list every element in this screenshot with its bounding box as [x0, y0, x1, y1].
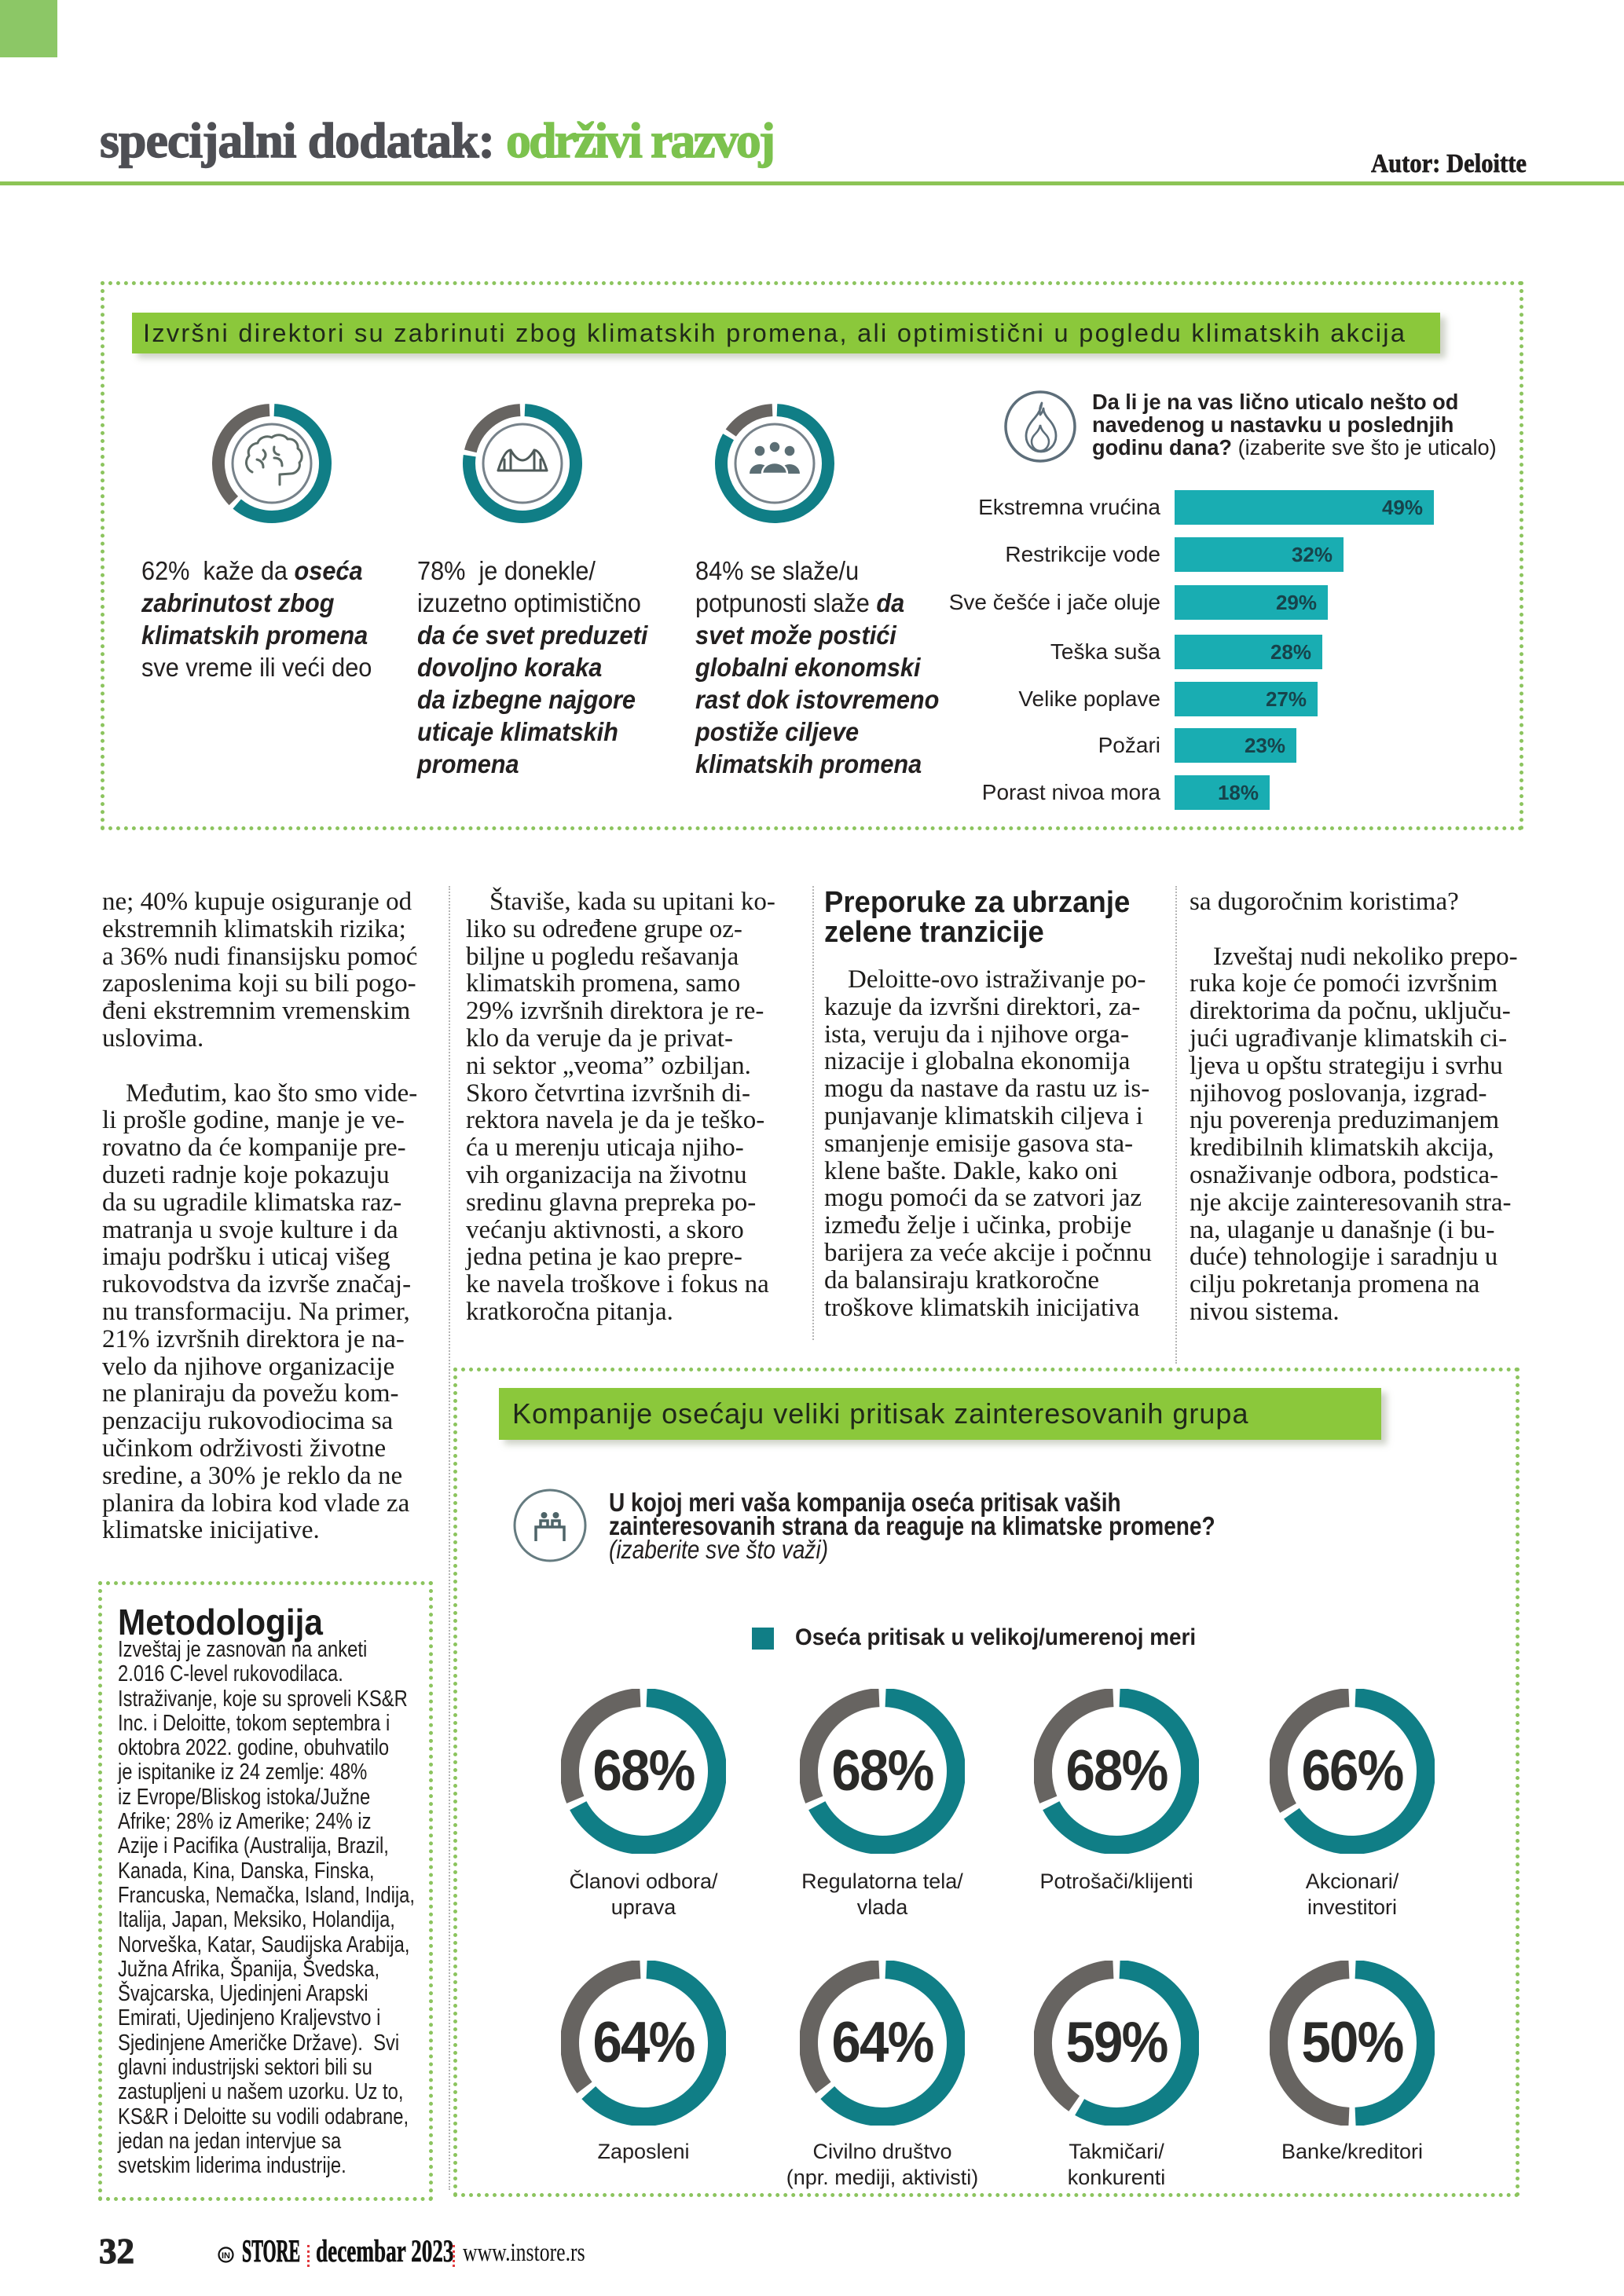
svg-text:IN: IN [222, 2251, 230, 2261]
